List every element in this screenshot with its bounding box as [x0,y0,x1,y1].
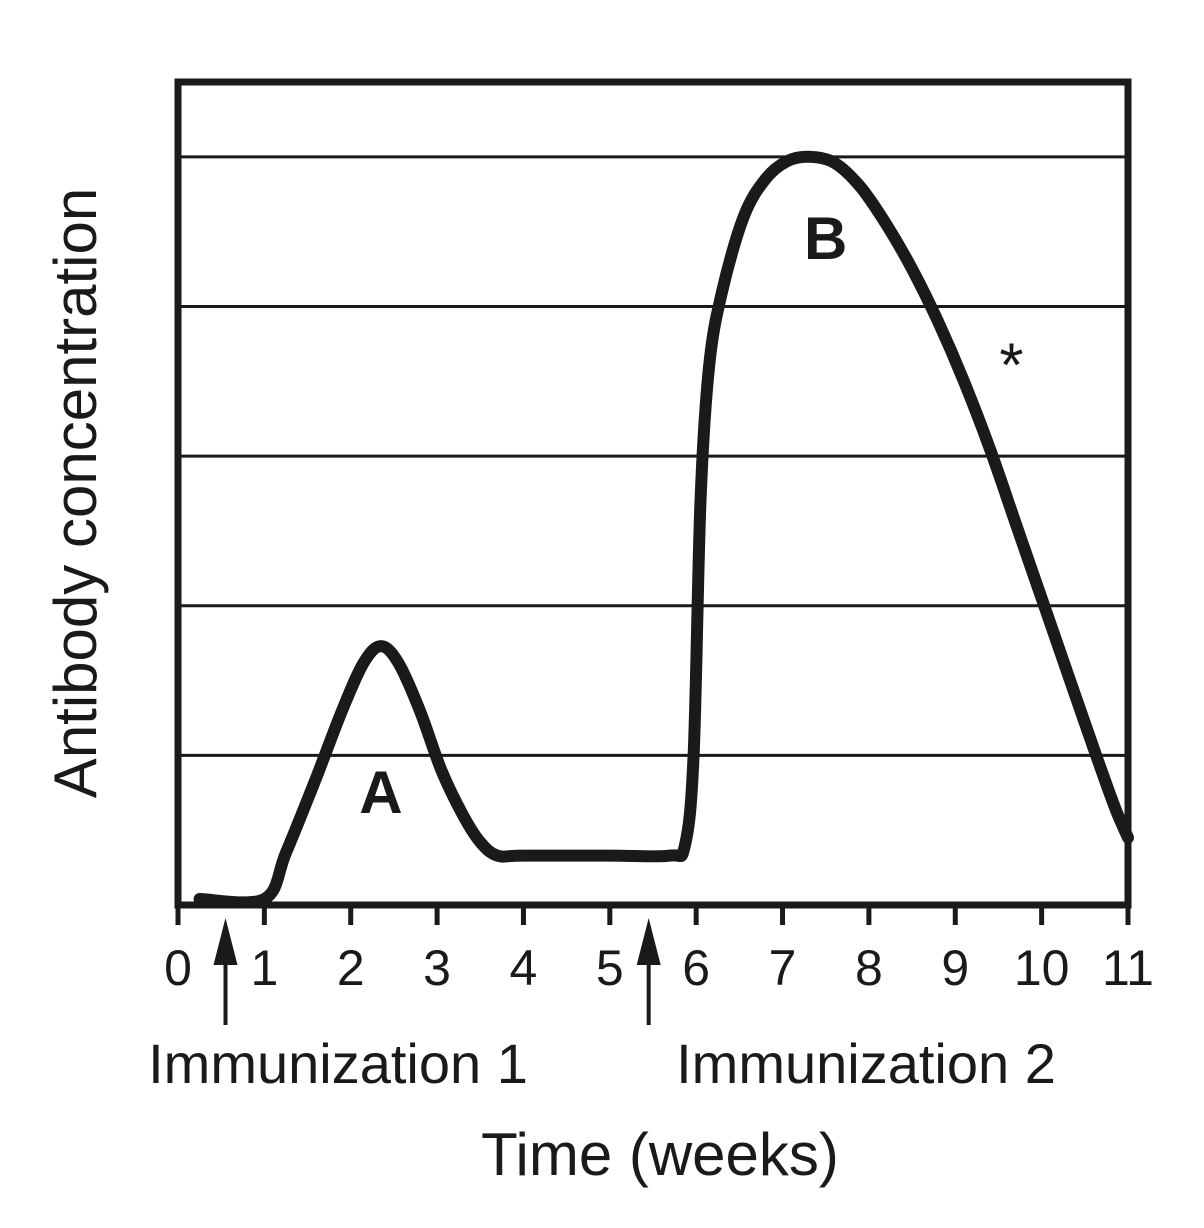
x-tick-label: 4 [510,940,538,996]
x-tick-label: 7 [769,940,797,996]
x-axis-title: Time (weeks) [481,1121,839,1188]
x-axis: 0 1 2 3 4 5 6 7 8 9 10 11 [164,905,1154,996]
x-tick-label: 10 [1014,940,1070,996]
x-tick-label: 5 [596,940,624,996]
x-tick-label: 2 [337,940,365,996]
annotation-label-a: A [359,759,402,826]
x-tick-label: 8 [855,940,883,996]
grid-lines [178,155,1128,757]
series-line [193,150,1134,909]
x-tick-label: 9 [941,940,969,996]
x-tick-label: 0 [164,940,192,996]
annotations: A B * [359,205,1023,826]
immunization-arrow-head [213,918,238,965]
y-axis-title: Antibody concentration [42,188,109,798]
x-tick-label: 6 [682,940,710,996]
immunization-label: Immunization 2 [676,1032,1056,1095]
immunization-label: Immunization 1 [148,1032,528,1095]
immunization-arrow-head [636,918,661,965]
x-tick-label: 1 [250,940,278,996]
markers: Immunization 1 Immunization 2 [148,918,1056,1095]
x-tick-label: 11 [1102,940,1154,996]
x-tick-label: 3 [423,940,451,996]
plot-frame [174,78,1132,909]
annotation-label-b: B [804,205,847,272]
annotation-asterisk: * [999,331,1023,400]
